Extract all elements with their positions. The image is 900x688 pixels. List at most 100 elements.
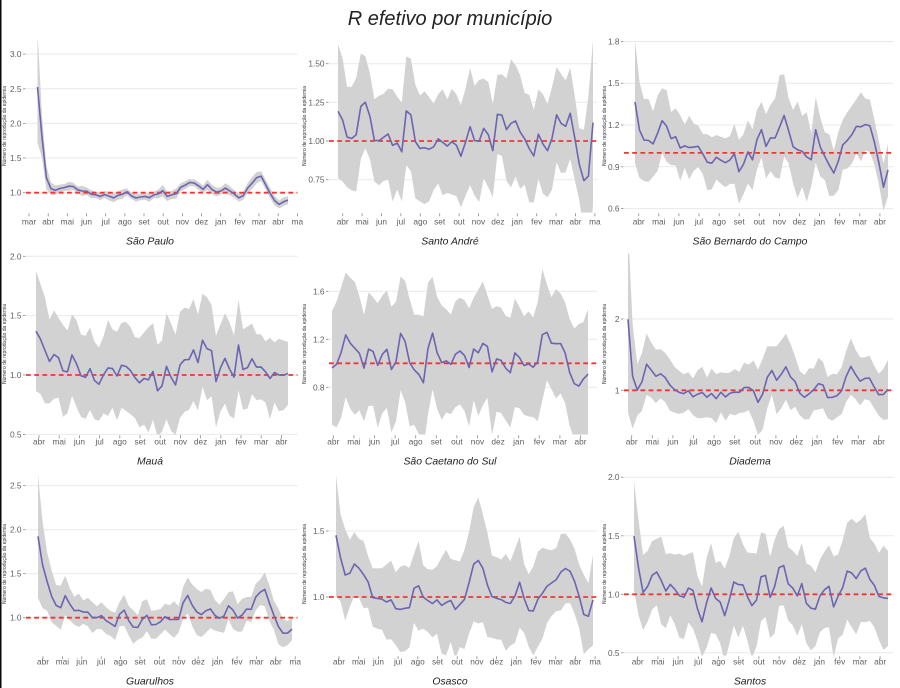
svg-text:nov: nov	[172, 657, 186, 667]
svg-text:Número de reprodução da epidem: Número de reprodução da epidemia	[302, 86, 308, 166]
svg-text:dez: dez	[790, 437, 803, 447]
svg-text:mai: mai	[61, 217, 75, 227]
svg-text:abr: abr	[874, 217, 886, 227]
svg-text:mai: mai	[56, 657, 70, 667]
svg-text:jul: jul	[688, 437, 697, 447]
svg-text:jul: jul	[694, 217, 703, 227]
svg-text:jul: jul	[393, 657, 402, 667]
svg-text:jul: jul	[390, 437, 399, 447]
svg-text:São Paulo: São Paulo	[126, 237, 174, 248]
svg-text:Mauá: Mauá	[137, 457, 163, 468]
svg-text:Número de reprodução da epidem: Número de reprodução da epidemia	[302, 304, 308, 384]
svg-text:mai: mai	[347, 437, 361, 447]
svg-text:dez: dez	[793, 657, 806, 667]
svg-text:jan: jan	[811, 437, 823, 447]
svg-text:nov: nov	[174, 437, 188, 447]
svg-text:1.0: 1.0	[10, 370, 22, 380]
svg-text:jun: jun	[80, 217, 92, 227]
svg-text:1.0: 1.0	[313, 592, 325, 602]
svg-text:jun: jun	[368, 437, 380, 447]
svg-text:out: out	[451, 437, 463, 447]
svg-text:abr: abr	[272, 217, 284, 227]
svg-text:out: out	[154, 657, 166, 667]
svg-text:São Bernardo do Campo: São Bernardo do Campo	[693, 237, 808, 248]
svg-text:dez: dez	[194, 437, 207, 447]
svg-text:set: set	[729, 437, 741, 447]
svg-text:abr: abr	[327, 437, 339, 447]
svg-text:abr: abr	[42, 217, 54, 227]
svg-text:ago: ago	[118, 217, 132, 227]
svg-text:abr: abr	[874, 657, 886, 667]
svg-text:ma: ma	[589, 217, 601, 227]
svg-text:abr: abr	[37, 657, 49, 667]
svg-text:0.5: 0.5	[608, 648, 620, 658]
svg-text:out: out	[754, 217, 766, 227]
svg-text:out: out	[750, 437, 762, 447]
svg-text:Santo André: Santo André	[421, 237, 479, 248]
svg-text:ma: ma	[289, 657, 301, 667]
svg-text:abr: abr	[570, 217, 582, 227]
svg-text:dez: dez	[793, 217, 806, 227]
svg-text:jul: jul	[96, 657, 105, 667]
svg-text:jan: jan	[214, 217, 226, 227]
svg-text:jun: jun	[73, 437, 85, 447]
svg-text:mar: mar	[553, 437, 568, 447]
svg-text:Número de reprodução da epidem: Número de reprodução da epidemia	[602, 304, 608, 384]
svg-text:abr: abr	[337, 217, 349, 227]
svg-text:nov: nov	[472, 217, 486, 227]
svg-text:Santos: Santos	[734, 677, 766, 688]
svg-text:jan: jan	[211, 657, 223, 667]
svg-text:2: 2	[615, 314, 620, 324]
svg-text:mai: mai	[352, 657, 366, 667]
svg-text:out: out	[453, 217, 465, 227]
svg-text:1.2: 1.2	[313, 334, 325, 344]
svg-text:jun: jun	[672, 657, 684, 667]
svg-text:fev: fev	[531, 217, 543, 227]
svg-text:set: set	[138, 217, 150, 227]
svg-text:mar: mar	[851, 437, 866, 447]
svg-text:fev: fev	[832, 437, 844, 447]
svg-text:Número de reprodução da epidem: Número de reprodução da epidemia	[2, 86, 8, 166]
svg-text:set: set	[734, 217, 746, 227]
svg-text:dez: dez	[491, 437, 504, 447]
svg-text:mar: mar	[549, 657, 564, 667]
svg-text:0.8: 0.8	[313, 382, 325, 392]
svg-text:Guarulhos: Guarulhos	[126, 677, 174, 688]
svg-text:dez: dez	[491, 217, 504, 227]
svg-text:mar: mar	[252, 217, 267, 227]
svg-text:ago: ago	[707, 437, 721, 447]
svg-text:2.0: 2.0	[608, 472, 620, 482]
svg-text:ago: ago	[712, 657, 726, 667]
svg-text:2.0: 2.0	[10, 251, 22, 261]
svg-text:nov: nov	[471, 437, 485, 447]
svg-text:ago: ago	[114, 657, 128, 667]
svg-text:fev: fev	[834, 657, 846, 667]
svg-text:2.5: 2.5	[10, 481, 22, 491]
svg-text:Número de reprodução da epidem: Número de reprodução da epidemia	[2, 304, 8, 384]
svg-text:1.5: 1.5	[10, 311, 22, 321]
svg-text:nov: nov	[176, 217, 190, 227]
svg-text:jul: jul	[101, 217, 110, 227]
svg-text:abr: abr	[633, 217, 645, 227]
svg-text:set: set	[733, 657, 745, 667]
svg-text:jul: jul	[396, 217, 405, 227]
svg-text:mai: mai	[651, 657, 665, 667]
svg-text:ago: ago	[113, 437, 127, 447]
svg-text:mai: mai	[53, 437, 67, 447]
svg-text:0.75: 0.75	[308, 175, 325, 185]
svg-text:abr: abr	[626, 437, 638, 447]
svg-text:fev: fev	[235, 437, 247, 447]
svg-text:fev: fev	[534, 437, 546, 447]
svg-text:Número de reprodução da epidem: Número de reprodução da epidemia	[302, 524, 308, 604]
svg-text:Osasco: Osasco	[432, 677, 467, 688]
svg-text:mar: mar	[853, 217, 868, 227]
svg-text:ma: ma	[292, 217, 304, 227]
svg-text:ago: ago	[411, 657, 425, 667]
svg-text:mar: mar	[549, 217, 564, 227]
svg-text:0.5: 0.5	[10, 429, 22, 439]
svg-text:jan: jan	[813, 657, 825, 667]
svg-text:out: out	[154, 437, 166, 447]
svg-text:1.00: 1.00	[308, 136, 325, 146]
svg-text:1.5: 1.5	[10, 153, 22, 163]
svg-text:2.0: 2.0	[10, 118, 22, 128]
